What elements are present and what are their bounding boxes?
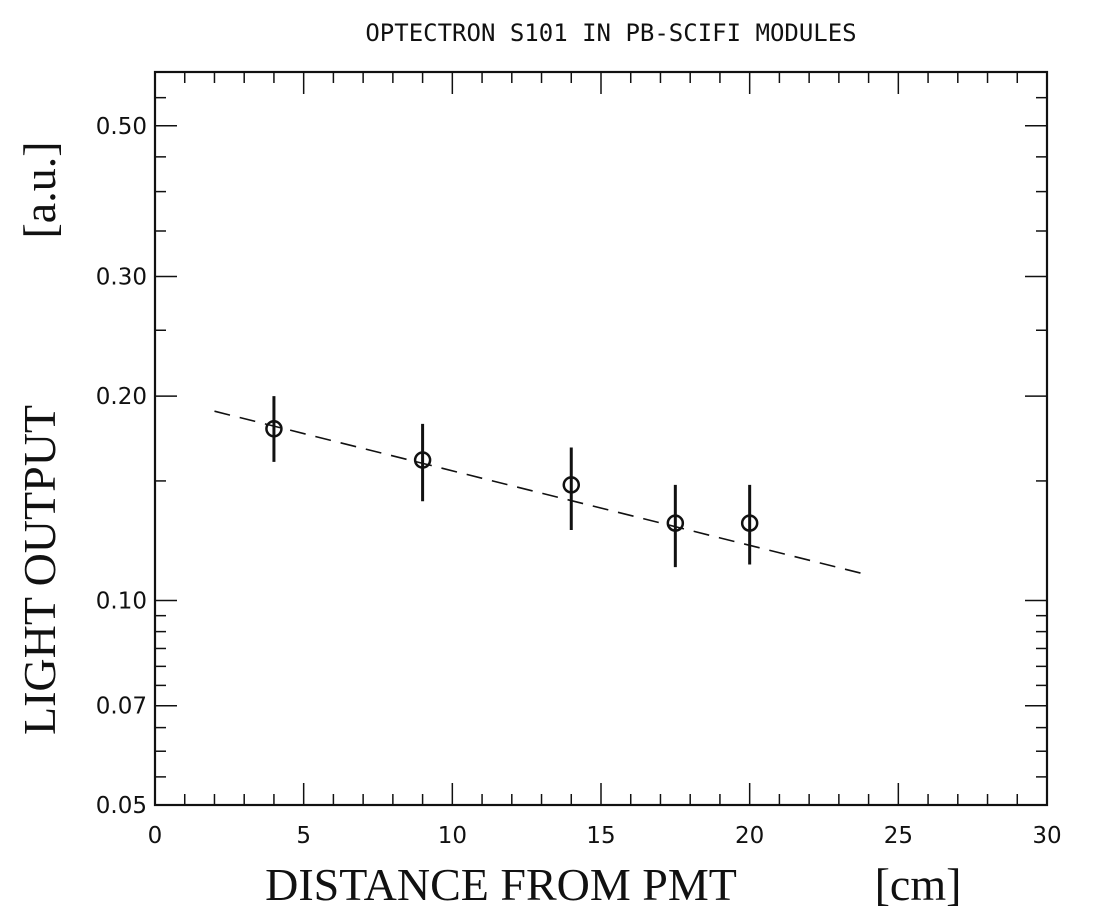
y-tick-label: 0.05 (96, 793, 147, 819)
y-axis-label: LIGHT OUTPUT [a.u.] (14, 141, 65, 735)
x-axis-label: DISTANCE FROM PMT [cm] (265, 859, 961, 910)
x-tick-label: 10 (438, 823, 467, 849)
axis-ticks (155, 71, 1047, 805)
data-point-marker (413, 451, 432, 469)
x-tick-label: 5 (296, 823, 311, 849)
data-point-marker (740, 514, 759, 532)
data-point-marker (666, 514, 685, 532)
data-point (666, 484, 685, 568)
fit-line-group (214, 410, 869, 576)
data-point (413, 423, 432, 502)
chart-title: OPTECTRON S101 IN PB-SCIFI MODULES (365, 19, 856, 47)
y-tick-label: 0.50 (96, 114, 147, 140)
y-axis-title: LIGHT OUTPUT (14, 405, 65, 735)
tick-labels: 0 5 10 15 20 25 30 0.05 0.07 0.10 0.20 0.30 0.50 (96, 114, 1062, 849)
x-tick-label: 0 (148, 823, 163, 849)
data-point-marker (562, 476, 581, 494)
plot-frame (153, 70, 1049, 807)
y-tick-label: 0.10 (96, 589, 147, 615)
data-point (562, 447, 581, 531)
x-tick-label: 25 (884, 823, 913, 849)
y-tick-label: 0.30 (96, 264, 147, 290)
x-tick-label: 15 (586, 823, 615, 849)
x-axis-unit: [cm] (875, 859, 962, 910)
data-points (265, 396, 759, 568)
y-tick-label: 0.20 (96, 384, 147, 410)
x-tick-label: 20 (735, 823, 764, 849)
y-axis-unit: [a.u.] (14, 141, 65, 238)
fit-line (214, 410, 869, 576)
y-tick-label: 0.07 (96, 694, 147, 720)
data-point (265, 396, 283, 462)
x-axis-title: DISTANCE FROM PMT (265, 859, 737, 910)
data-point-marker (265, 420, 283, 438)
x-tick-label: 30 (1032, 823, 1061, 849)
data-point (740, 484, 759, 565)
